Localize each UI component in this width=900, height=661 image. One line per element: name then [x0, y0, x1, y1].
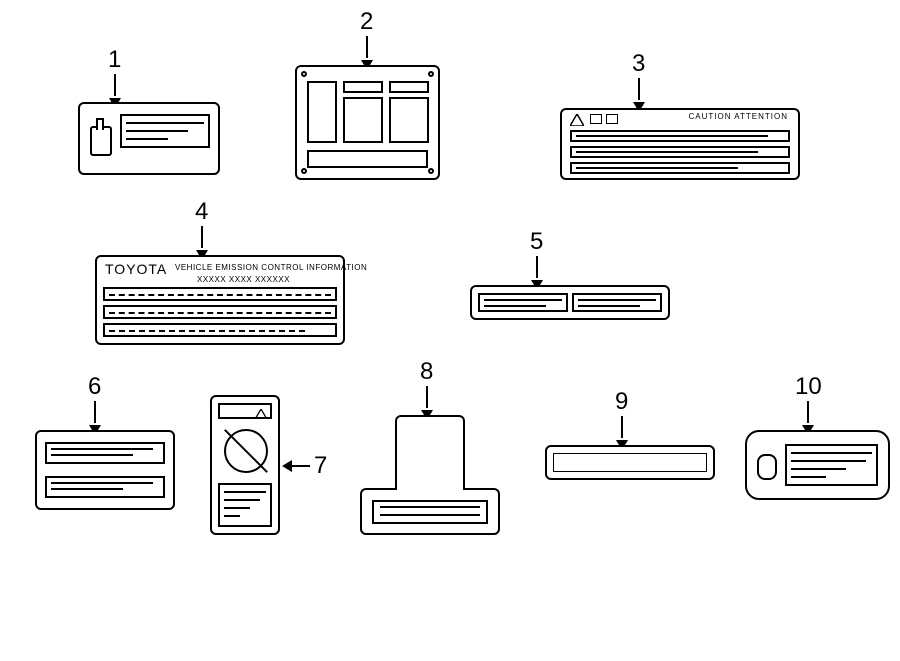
label3-caution-text: CAUTION ATTENTION: [688, 112, 788, 121]
label2-corner-dot: [428, 71, 434, 77]
label3-icon: [590, 114, 602, 124]
label4-title: VEHICLE EMISSION CONTROL INFORMATION: [175, 263, 367, 272]
callout-number: 6: [88, 373, 101, 401]
label8-line: [380, 514, 480, 516]
label4-row: [103, 287, 337, 301]
label3-icon: [606, 114, 618, 124]
label-3: CAUTION ATTENTION: [560, 108, 800, 180]
label1-jug-icon: [90, 126, 112, 156]
label7-header: [218, 403, 272, 419]
label6-line: [51, 482, 153, 484]
label2-cell: [389, 81, 429, 93]
label8-top: [395, 415, 465, 490]
callout-4: 4: [195, 198, 208, 260]
label4-dash: [109, 330, 305, 332]
label7-line: [224, 499, 260, 501]
label10-text-block: [785, 444, 878, 486]
callout-3: 3: [632, 50, 645, 112]
callout-9: 9: [615, 388, 628, 450]
label-2: [295, 65, 440, 180]
label7-line: [224, 507, 250, 509]
label-10: [745, 430, 890, 500]
label4-row: [103, 323, 337, 337]
label6-line: [51, 454, 133, 456]
label5-cell: [478, 293, 568, 312]
callout-6: 6: [88, 373, 101, 435]
label7-text-block: [218, 483, 272, 527]
label-5: [470, 285, 670, 320]
label5-line: [578, 299, 656, 301]
label3-row-line: [576, 167, 738, 169]
label2-col: [307, 81, 337, 143]
label4-dash: [109, 294, 331, 296]
label9-inner: [553, 453, 707, 472]
label7-line: [224, 515, 240, 517]
callout-10: 10: [795, 373, 822, 435]
callout-1: 1: [108, 46, 121, 108]
label2-footer: [307, 150, 428, 168]
callout-number: 1: [108, 46, 121, 74]
label7-warning-icon: [255, 406, 267, 424]
label2-corner-dot: [428, 168, 434, 174]
callout-5: 5: [530, 228, 543, 290]
label5-line: [578, 305, 640, 307]
callout-7: 7: [282, 452, 327, 480]
callout-number: 10: [795, 373, 822, 401]
label1-line: [126, 130, 188, 132]
label3-row-line: [576, 135, 768, 137]
callout-number: 7: [314, 452, 327, 480]
label10-icon: [757, 454, 777, 480]
label2-cell: [389, 97, 429, 143]
label5-cell: [572, 293, 662, 312]
label-1: [78, 102, 220, 175]
callout-2: 2: [360, 8, 373, 70]
label6-row: [45, 442, 165, 464]
label10-line: [791, 452, 872, 454]
label6-line: [51, 448, 153, 450]
label1-text-block: [120, 114, 210, 148]
label6-row: [45, 476, 165, 498]
label2-cell: [343, 97, 383, 143]
label1-line: [126, 138, 168, 140]
label7-line: [224, 491, 266, 493]
label8-slot: [372, 500, 488, 524]
label10-line: [791, 476, 826, 478]
label5-line: [484, 299, 562, 301]
label7-slash: [224, 429, 268, 473]
label3-row: [570, 130, 790, 142]
label2-cell: [343, 81, 383, 93]
label6-line: [51, 488, 123, 490]
label2-corner-dot: [301, 71, 307, 77]
callout-number: 9: [615, 388, 628, 416]
label5-line: [484, 305, 546, 307]
label1-line: [126, 122, 204, 124]
label-9: [545, 445, 715, 480]
label8-base: [360, 488, 500, 535]
label3-warning-icon: [570, 113, 584, 131]
callout-number: 5: [530, 228, 543, 256]
label2-corner-dot: [301, 168, 307, 174]
label4-row: [103, 305, 337, 319]
callout-number: 8: [420, 358, 433, 386]
label-4: TOYOTA VEHICLE EMISSION CONTROL INFORMAT…: [95, 255, 345, 345]
label4-sub: XXXXX XXXX XXXXXX: [197, 275, 290, 284]
label10-line: [791, 460, 866, 462]
callout-number: 2: [360, 8, 373, 36]
callout-number: 3: [632, 50, 645, 78]
label4-dash: [109, 312, 331, 314]
label3-row: [570, 146, 790, 158]
label1-jug-neck: [96, 118, 104, 130]
label-7: [210, 395, 280, 535]
label4-brand: TOYOTA: [105, 261, 167, 277]
label3-row: [570, 162, 790, 174]
label10-line: [791, 468, 846, 470]
callout-8: 8: [420, 358, 433, 420]
label8-line: [380, 506, 480, 508]
label8-join-mask: [397, 486, 463, 492]
label7-no-symbol: [224, 429, 268, 473]
callout-number: 4: [195, 198, 208, 226]
label-6: [35, 430, 175, 510]
label3-row-line: [576, 151, 758, 153]
